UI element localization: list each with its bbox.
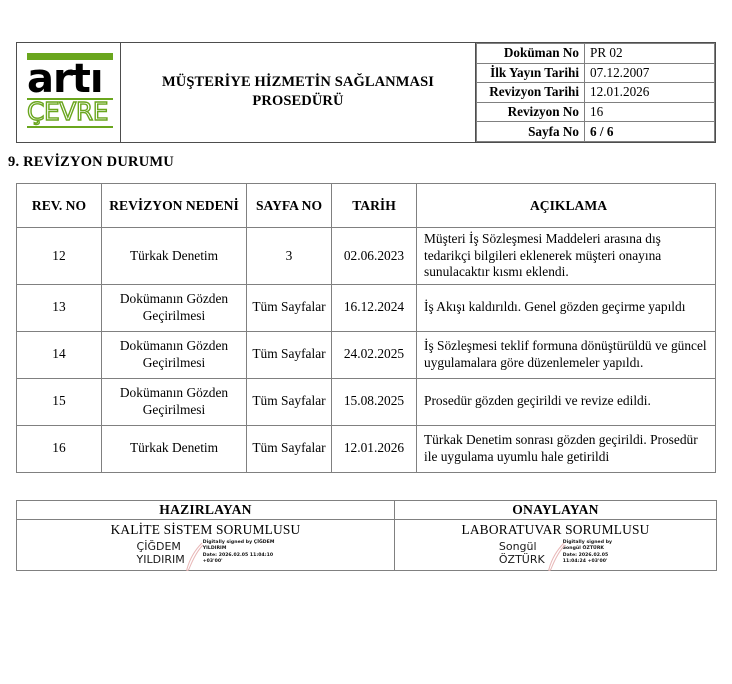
cell-tarih: 12.01.2026 [331,424,417,473]
meta-row-revizyon-no: Revizyon No 16 [476,101,715,123]
cell-tarih: 02.06.2023 [331,227,417,285]
section-heading: 9. REVİZYON DURUMU [8,154,174,170]
meta-row-ilk-yayin-tarihi: İlk Yayın Tarihi 07.12.2007 [476,62,715,84]
logo-middle-rule [27,98,113,101]
signature-detail-line1: Digitally signed by [562,540,613,545]
cell-sayfa-no: Tüm Sayfalar [246,377,332,426]
logo-top-bar [27,53,113,61]
signature-detail-line4: 11:04:24 +03'00' [562,559,608,565]
cell-aciklama: Prosedür gözden geçirildi ve revize edil… [416,377,716,426]
revision-status-table: REV. NO REVİZYON NEDENİ SAYFA NO TARİH A… [16,183,716,473]
company-logo: artı ÇEVRE [17,43,120,141]
document-header-table: artı ÇEVRE MÜŞTERİYE HİZMETİN SAĞLANMASI… [16,42,716,143]
company-logo-cell: artı ÇEVRE [16,42,121,143]
meta-label-revizyon-tarihi: Revizyon Tarihi [476,82,585,103]
cell-rev-no: 16 [16,424,102,473]
cell-neden: Türkak Denetim [101,424,247,473]
logo-text-arti: artı [27,56,104,103]
meta-row-revizyon-tarihi: Revizyon Tarihi 12.01.2026 [476,82,715,103]
column-header-aciklama: AÇIKLAMA [416,183,716,228]
document-title: MÜŞTERİYE HİZMETİN SAĞLANMASI PROSEDÜRÜ [120,42,476,143]
meta-row-dokuman-no: Doküman No PR 02 [476,43,715,64]
cell-tarih: 16.12.2024 [331,283,417,332]
cell-aciklama: Türkak Denetim sonrası gözden geçirildi.… [416,424,716,473]
cell-neden: Türkak Denetim [101,227,247,285]
table-header-row: REV. NO REVİZYON NEDENİ SAYFA NO TARİH A… [16,183,716,228]
signature-header-row: HAZIRLAYAN ONAYLAYAN [16,500,717,520]
cell-neden: Dokümanın Gözden Geçirilmesi [101,330,247,379]
cell-aciklama: Müşteri İş Sözleşmesi Maddeleri arasına … [416,227,716,285]
signature-header-hazirlayan: HAZIRLAYAN [16,500,395,520]
table-row: 13 Dokümanın Gözden Geçirilmesi Tüm Sayf… [16,283,716,332]
cell-rev-no: 14 [16,330,102,379]
cell-aciklama: İş Akışı kaldırıldı. Genel gözden geçirm… [416,283,716,332]
meta-value-ilk-yayin-tarihi: 07.12.2007 [584,62,715,84]
document-meta-table: Doküman No PR 02 İlk Yayın Tarihi 07.12.… [476,43,715,142]
signature-role-approved: LABORATUVAR SORUMLUSU [461,522,650,537]
signature-detail-prepared: Digitally signed by ÇİĞDEM YILDIRIM Date… [203,540,275,566]
signature-name-prepared: ÇİĞDEM YILDIRIM [137,540,185,566]
signature-table: HAZIRLAYAN ONAYLAYAN KALİTE SİSTEM SORUM… [16,500,717,571]
signature-detail-line3: Date: 2026.02.05 [562,552,609,558]
cell-tarih: 24.02.2025 [331,330,417,379]
cell-tarih: 15.08.2025 [331,377,417,426]
table-row: 14 Dokümanın Gözden Geçirilmesi Tüm Sayf… [16,330,716,379]
signature-name-line2: ÖZTÜRK [498,553,545,566]
document-meta-cell: Doküman No PR 02 İlk Yayın Tarihi 07.12.… [475,42,716,143]
table-row: 12 Türkak Denetim 3 02.06.2023 Müşteri İ… [16,227,716,285]
cell-sayfa-no: Tüm Sayfalar [246,283,332,332]
signature-detail-line3: Date: 2026.02.05 11:04:10 [202,552,274,558]
digital-signature-approved: Songül ÖZTÜRK Digitally signed by Songül… [499,540,612,571]
signature-detail-line2: Songül ÖZTÜRK [562,546,605,552]
meta-label-dokuman-no: Doküman No [476,43,585,64]
signature-role-prepared: KALİTE SİSTEM SORUMLUSU [110,522,301,537]
column-header-rev-no: REV. NO [16,183,102,228]
signature-detail-line2: YILDIRIM [202,546,227,552]
table-row: 15 Dokümanın Gözden Geçirilmesi Tüm Sayf… [16,377,716,426]
signature-name-line1: ÇİĞDEM [136,540,181,553]
meta-label-ilk-yayin-tarihi: İlk Yayın Tarihi [476,62,585,84]
logo-bottom-rule [27,126,113,129]
digital-signature-prepared: ÇİĞDEM YILDIRIM Digitally signed by ÇİĞD… [137,540,275,571]
signature-block-approved: LABORATUVAR SORUMLUSU Songül ÖZTÜRK Digi… [394,519,717,571]
column-header-neden: REVİZYON NEDENİ [101,183,247,228]
signature-name-line2: YILDIRIM [136,553,185,566]
cell-sayfa-no: Tüm Sayfalar [246,330,332,379]
signature-name-approved: Songül ÖZTÜRK [499,540,545,566]
signature-block-prepared: KALİTE SİSTEM SORUMLUSU ÇİĞDEM YILDIRIM … [16,519,395,571]
signature-detail-approved: Digitally signed by Songül ÖZTÜRK Date: … [563,540,612,566]
table-row: 16 Türkak Denetim Tüm Sayfalar 12.01.202… [16,424,716,473]
meta-value-revizyon-no: 16 [584,101,715,123]
logo-text-cevre: ÇEVRE [26,97,109,127]
signature-detail-line1: Digitally signed by ÇİĞDEM [202,540,275,545]
signature-body-row: KALİTE SİSTEM SORUMLUSU ÇİĞDEM YILDIRIM … [16,519,717,571]
cell-rev-no: 15 [16,377,102,426]
meta-value-sayfa-no: 6 / 6 [584,121,715,142]
column-header-sayfa-no: SAYFA NO [246,183,332,228]
cell-rev-no: 12 [16,227,102,285]
meta-value-revizyon-tarihi: 12.01.2026 [584,82,715,103]
meta-label-sayfa-no: Sayfa No [476,121,585,142]
cell-neden: Dokümanın Gözden Geçirilmesi [101,283,247,332]
signature-detail-line4: +03'00' [202,559,223,565]
cell-sayfa-no: 3 [246,227,332,285]
signature-name-line1: Songül [498,540,537,553]
signature-header-onaylayan: ONAYLAYAN [394,500,717,520]
cell-neden: Dokümanın Gözden Geçirilmesi [101,377,247,426]
meta-label-revizyon-no: Revizyon No [476,101,585,123]
column-header-tarih: TARİH [331,183,417,228]
cell-aciklama: İş Sözleşmesi teklif formuna dönüştürüld… [416,330,716,379]
cell-rev-no: 13 [16,283,102,332]
cell-sayfa-no: Tüm Sayfalar [246,424,332,473]
meta-row-sayfa-no: Sayfa No 6 / 6 [476,121,715,142]
meta-value-dokuman-no: PR 02 [584,43,715,64]
